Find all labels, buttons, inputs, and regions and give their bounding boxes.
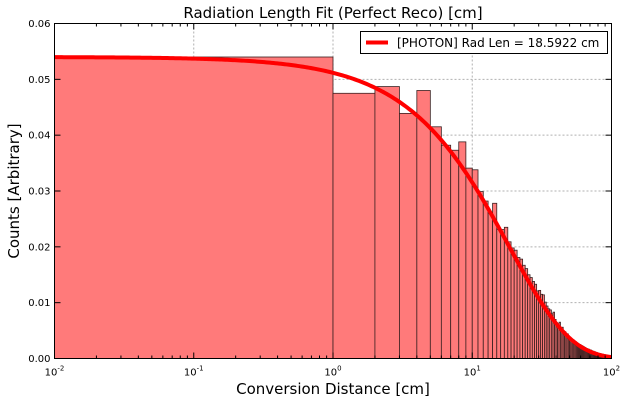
y-tick-label: 0.01 (28, 298, 50, 309)
y-axis-label: Counts [Arbitrary] (5, 123, 23, 258)
axis-ticks: 10-2 10-1 100 101 102 0.00 0.01 0.02 0.03 0.04 0.0… (28, 19, 620, 379)
histogram-bar (500, 229, 505, 359)
y-tick-label: 0.00 (28, 354, 50, 365)
x-tick-label: 10-1 (184, 365, 204, 379)
histogram-bar (496, 229, 502, 359)
fit-curve-group (54, 55, 612, 360)
x-tick-label: 101 (464, 365, 481, 379)
histogram-bars (54, 56, 612, 359)
histogram-bar (332, 92, 376, 359)
x-tick-label: 100 (324, 365, 341, 379)
x-axis-label: Conversion Distance [cm] (236, 380, 430, 398)
y-tick-label: 0.04 (28, 131, 50, 142)
histogram-bar (507, 241, 512, 359)
histogram-bar (510, 247, 515, 359)
legend: [PHOTON] Rad Len = 18.5922 cm (360, 31, 608, 54)
y-tick-label: 0.05 (28, 75, 50, 86)
histogram-bar (429, 126, 442, 359)
x-tick-label: 102 (603, 365, 620, 379)
histogram-bar (54, 56, 334, 359)
legend-label: [PHOTON] Rad Len = 18.5922 cm (397, 36, 599, 50)
histogram-bar (440, 144, 452, 359)
histogram-bar (399, 112, 418, 359)
histogram-bar (477, 191, 484, 359)
y-tick-label: 0.02 (28, 242, 50, 253)
histogram-bar (487, 211, 493, 359)
histogram-bar (513, 249, 518, 359)
y-tick-label: 0.03 (28, 187, 50, 198)
legend-box (360, 31, 608, 54)
histogram-bar (416, 90, 431, 359)
fit-curve (54, 55, 612, 360)
histogram-bar (450, 149, 460, 359)
x-tick-label: 10-2 (45, 365, 65, 379)
histogram-bar (482, 200, 489, 359)
histogram-bar (465, 167, 473, 359)
histogram-bar (374, 86, 400, 359)
histogram-bar (516, 257, 521, 359)
chart-title: Radiation Length Fit (Perfect Reco) [cm] (183, 4, 482, 22)
histogram-bar (471, 169, 479, 359)
y-tick-label: 0.06 (28, 19, 50, 30)
